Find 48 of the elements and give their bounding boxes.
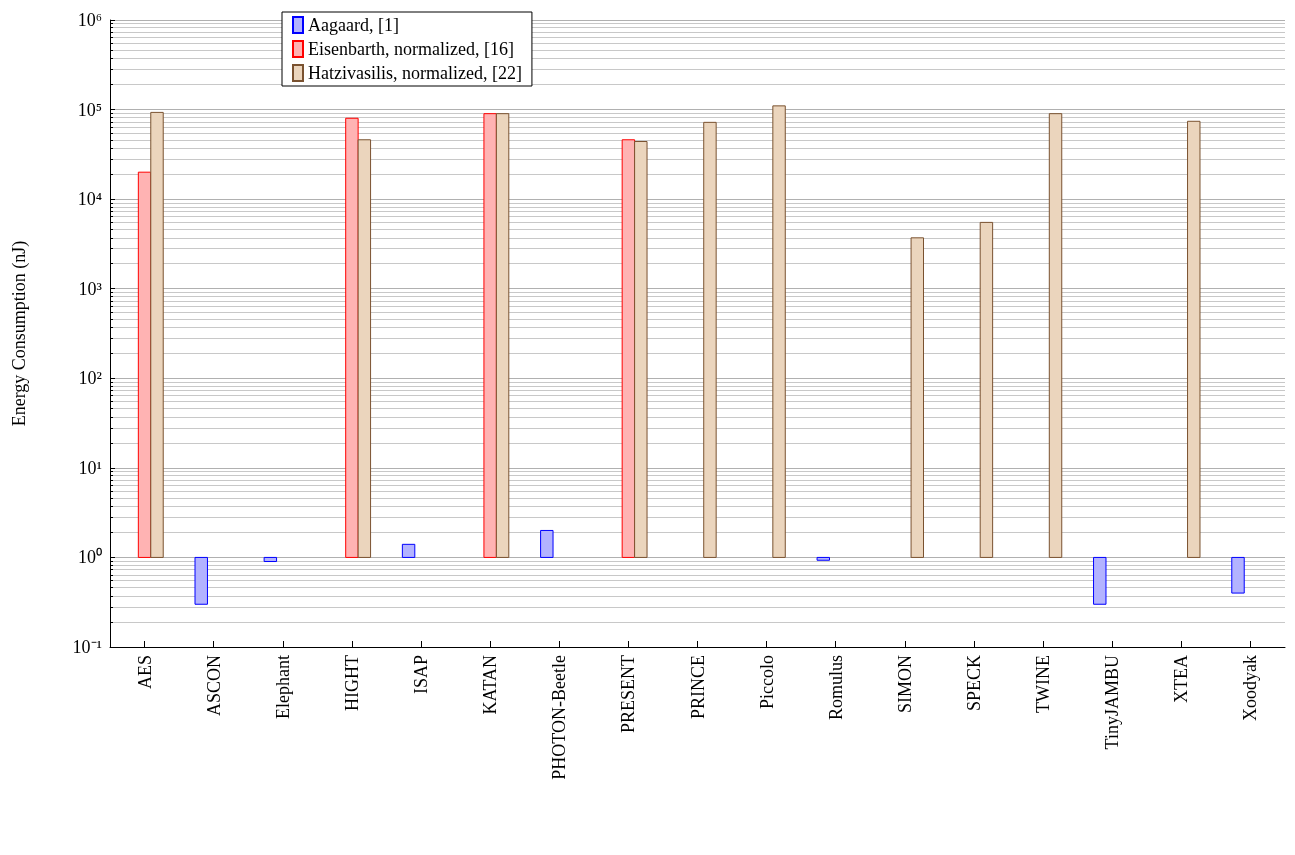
bar	[263, 556, 278, 563]
bar	[194, 556, 208, 605]
x-tick-label: PRESENT	[618, 655, 639, 734]
x-tick-label: XTEA	[1171, 655, 1192, 703]
legend-label: Aagaard, [1]	[308, 15, 399, 35]
bar	[540, 529, 554, 558]
x-tick-label: PRINCE	[687, 655, 708, 720]
y-tick-label: 10⁶	[77, 10, 102, 30]
y-tick-label: 10³	[78, 278, 103, 299]
x-tick-label: Xoodyak	[1240, 655, 1261, 721]
bar	[150, 111, 164, 558]
bar	[357, 139, 372, 558]
x-tick-label: PHOTON-Beetle	[549, 655, 570, 780]
y-tick-label: 10⁵	[77, 99, 102, 120]
x-tick-label: SPECK	[963, 655, 984, 712]
y-tick-label: 10⁴	[77, 189, 102, 210]
bar	[1187, 120, 1201, 558]
bar	[1231, 556, 1245, 594]
x-tick-label: HIGHT	[341, 655, 362, 711]
x-tick-label: TWINE	[1033, 655, 1054, 713]
y-tick-label: 10¹	[78, 457, 102, 478]
bar	[1048, 113, 1063, 558]
x-tick-label: AES	[134, 655, 155, 690]
x-tick-label: TinyJAMBU	[1102, 655, 1123, 750]
x-tick-label: KATAN	[480, 655, 501, 715]
bar	[495, 113, 510, 558]
legend-label: Eisenbarth, normalized, [16]	[308, 39, 514, 59]
bar	[634, 141, 648, 558]
y-tick-label: 10⁰	[78, 547, 102, 568]
x-tick-label: Romulus	[825, 655, 846, 721]
x-tick-label: SIMON	[894, 655, 915, 714]
bar	[772, 105, 786, 558]
bar	[979, 221, 994, 558]
bar	[816, 556, 831, 561]
y-axis-title: Energy Consumption (nJ)	[9, 240, 30, 427]
bar	[910, 237, 925, 558]
bar	[1093, 556, 1107, 605]
x-tick-label: ASCON	[203, 655, 224, 717]
bar	[483, 113, 497, 558]
x-tick-label: ISAP	[411, 655, 432, 695]
bar	[703, 121, 717, 558]
x-tick-label: Elephant	[272, 655, 293, 719]
bar	[401, 543, 416, 558]
y-tick-label: 10²	[78, 368, 102, 389]
legend-label: Hatzivasilis, normalized, [22]	[308, 63, 522, 83]
x-tick-label: Piccolo	[756, 655, 777, 709]
bar	[345, 117, 359, 558]
y-tick-label: 10⁻¹	[72, 637, 102, 657]
